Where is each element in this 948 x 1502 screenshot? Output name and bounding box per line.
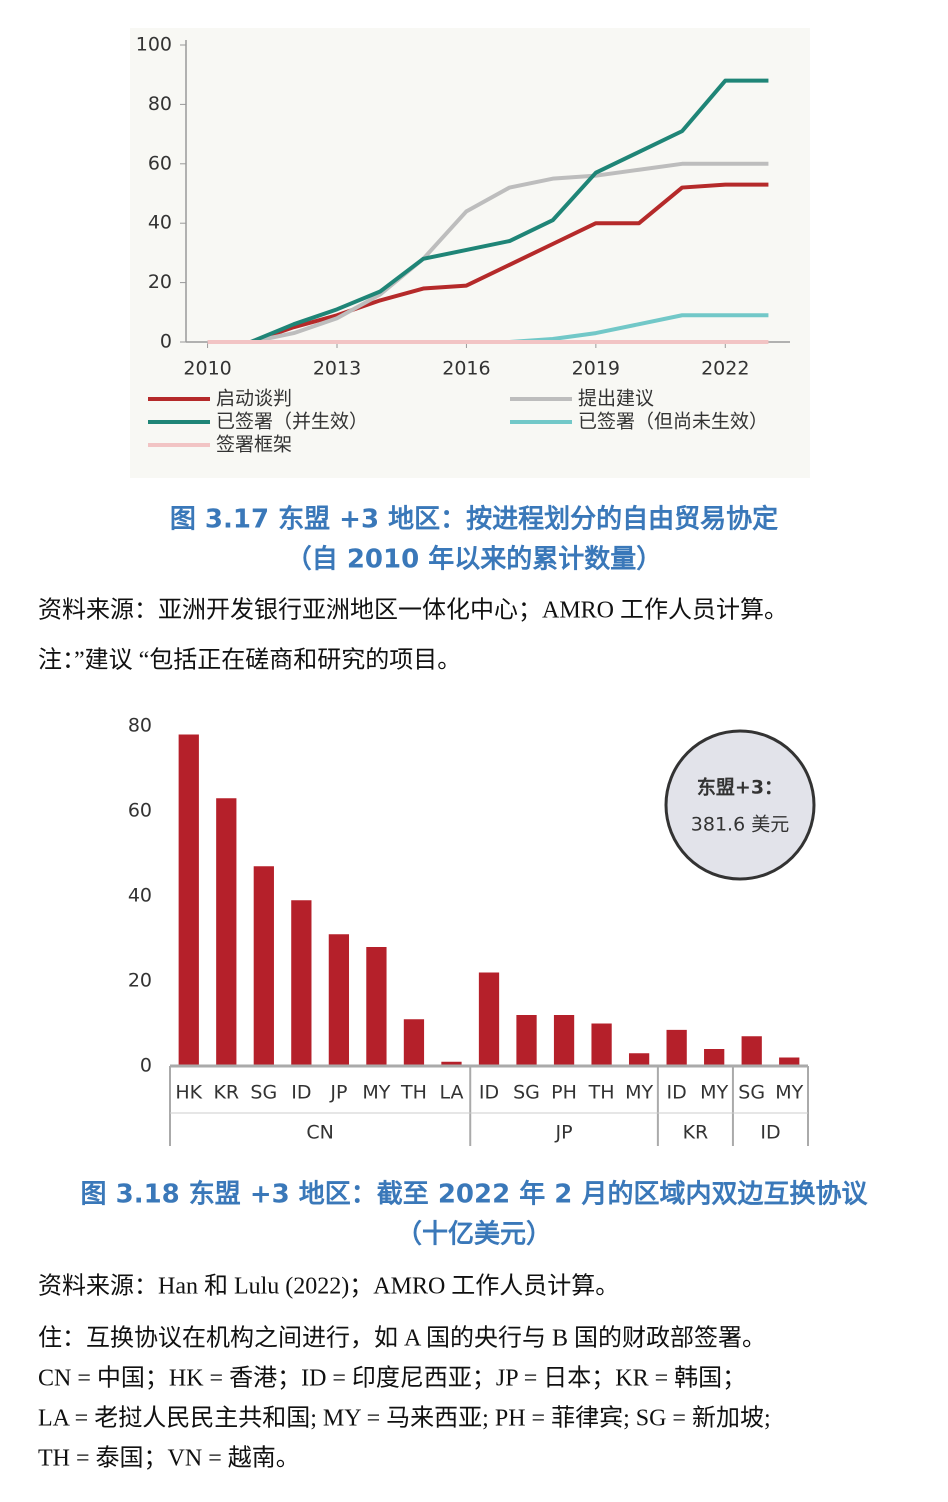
x-tick-label: MY [700,1082,728,1104]
x-tick-label: LA [439,1082,463,1104]
x-tick-label: TH [588,1082,615,1104]
y-tick-label: 60 [128,800,152,822]
legend-label: 提出建议 [578,388,654,410]
bar [253,866,274,1066]
chart-background [130,28,810,478]
bar [741,1036,762,1066]
figure-title: 图 3.17 东盟 +3 地区：按进程划分的自由贸易协定 [170,504,778,535]
legend-label: 已签署（但尚未生效） [578,411,768,433]
bar [704,1049,725,1066]
y-tick-label: 60 [148,152,172,174]
x-tick-label: SG [513,1082,540,1104]
annotation: 381.6 美元 [691,814,789,836]
bar [366,947,387,1066]
legend-label: 启动谈判 [216,388,292,410]
x-tick-label: MY [625,1082,653,1104]
bar [478,972,500,1066]
note: LA = 老挝人民民主共和国; MY = 马来西亚; PH = 菲律宾; SG … [38,1405,771,1432]
x-tick-label: ID [479,1082,499,1104]
x-tick-label: MY [362,1082,390,1104]
figure-subtitle: （自 2010 年以来的累计数量） [286,544,662,575]
x-tick-label: SG [250,1082,277,1104]
y-tick-label: 40 [148,212,172,234]
x-tick-label: ID [667,1082,687,1104]
x-tick-label: 2022 [701,358,749,380]
x-tick-label: SG [738,1082,765,1104]
x-tick-label: PH [551,1082,577,1104]
legend-label: 签署框架 [216,434,292,456]
y-tick-label: 0 [140,1055,152,1077]
bar [516,1015,537,1066]
y-tick-label: 20 [148,271,172,293]
y-tick-label: 20 [128,970,152,992]
note: 注：”建议 “包括正在磋商和研究的项目。 [38,647,461,674]
series-line [207,78,769,344]
legend-label: 已签署（并生效） [216,411,368,433]
x-tick-label: 2016 [442,358,490,380]
y-tick-label: 0 [160,331,172,353]
x-tick-label: 2019 [572,358,620,380]
y-tick-label: 100 [136,34,172,56]
x-tick-label: KR [213,1082,239,1104]
bar [216,798,237,1066]
group-label: ID [760,1122,780,1144]
annotation-bubble [664,729,816,881]
note: CN = 中国；HK = 香港；ID = 印度尼西亚；JP = 日本；KR = … [38,1365,746,1392]
y-tick-label: 80 [128,715,152,737]
x-tick-label: HK [175,1082,202,1104]
bar [779,1057,800,1066]
y-tick-label: 40 [128,885,152,907]
series-line [207,161,769,344]
y-tick-label: 80 [148,93,172,115]
group-label: KR [683,1122,709,1144]
x-tick-label: TH [400,1082,427,1104]
figure-title: 图 3.18 东盟 +3 地区：截至 2022 年 2 月的区域内双边互换协议 [81,1179,869,1210]
bar [553,1015,575,1066]
figure-subtitle: （十亿美元） [396,1219,552,1250]
x-tick-label: ID [291,1082,311,1104]
x-tick-label: MY [775,1082,803,1104]
x-tick-label: 2010 [183,358,231,380]
source: 资料来源：Han 和 Lulu (2022)；AMRO 工作人员计算。 [38,1273,619,1300]
source: 资料来源：亚洲开发银行亚洲地区一体化中心；AMRO 工作人员计算。 [38,597,788,624]
bar [591,1023,612,1066]
note: TH = 泰国；VN = 越南。 [38,1445,300,1472]
bar [628,1053,650,1066]
group-label: JP [555,1122,573,1144]
group-label: CN [306,1122,333,1144]
bar [403,1019,425,1066]
bar [178,734,199,1066]
note: 住：互换协议在机构之间进行，如 A 国的央行与 B 国的财政部签署。 [38,1325,766,1352]
x-tick-label: 2013 [313,358,361,380]
annotation: 东盟+3： [697,776,783,799]
bar [328,934,350,1066]
bar [441,1061,462,1066]
bar [666,1029,687,1066]
bar [291,900,312,1066]
series-line [207,182,769,344]
x-tick-label: JP [329,1082,347,1104]
